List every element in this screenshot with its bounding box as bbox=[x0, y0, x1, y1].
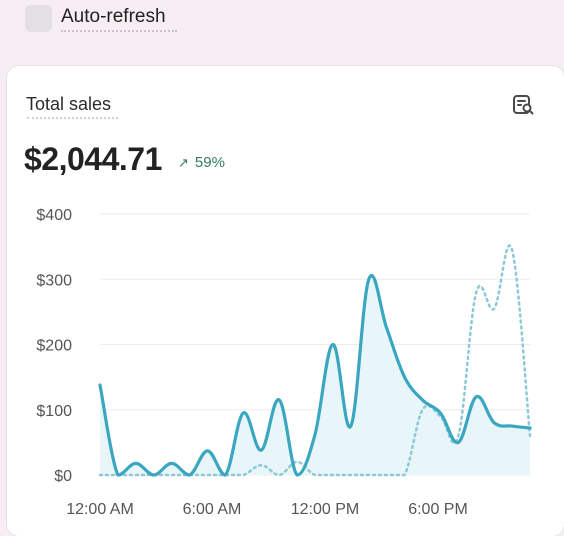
change-percent: 59% bbox=[194, 154, 225, 171]
x-axis: 12:00 AM 6:00 AM 12:00 PM 6:00 PM bbox=[66, 501, 468, 518]
auto-refresh-label[interactable]: Auto-refresh bbox=[61, 6, 166, 27]
top-bar: Auto-refresh bbox=[0, 0, 564, 64]
y-tick-label: $300 bbox=[36, 272, 72, 289]
report-search-icon[interactable] bbox=[511, 93, 535, 117]
y-tick-label: $400 bbox=[36, 207, 72, 224]
arrow-up-right-icon: ↗ bbox=[178, 154, 189, 170]
x-tick-label: 12:00 PM bbox=[291, 501, 359, 518]
card-title-underline bbox=[27, 117, 118, 119]
card-title[interactable]: Total sales bbox=[26, 94, 112, 114]
y-tick-label: $200 bbox=[36, 338, 72, 355]
y-axis: $0 $100 $200 $300 $400 bbox=[36, 207, 72, 485]
current-series-area bbox=[100, 275, 530, 475]
sales-line-chart: $0$100$200$300$400 12:00 AM 6:00 AM 12:00 … bbox=[36, 207, 532, 518]
previous-series-line bbox=[98, 244, 532, 477]
auto-refresh-checkbox[interactable] bbox=[25, 5, 52, 32]
total-sales-value: $2,044.71 bbox=[24, 141, 162, 177]
change-indicator: ↗ 59% bbox=[178, 154, 225, 171]
y-tick-label: $0 bbox=[54, 468, 72, 485]
x-tick-label: 6:00 AM bbox=[183, 501, 242, 518]
x-tick-label: 12:00 AM bbox=[66, 501, 134, 518]
x-tick-label: 6:00 PM bbox=[408, 501, 468, 518]
y-tick-label: $100 bbox=[36, 403, 72, 420]
auto-refresh-underline bbox=[61, 30, 177, 32]
current-series-line bbox=[98, 274, 532, 477]
